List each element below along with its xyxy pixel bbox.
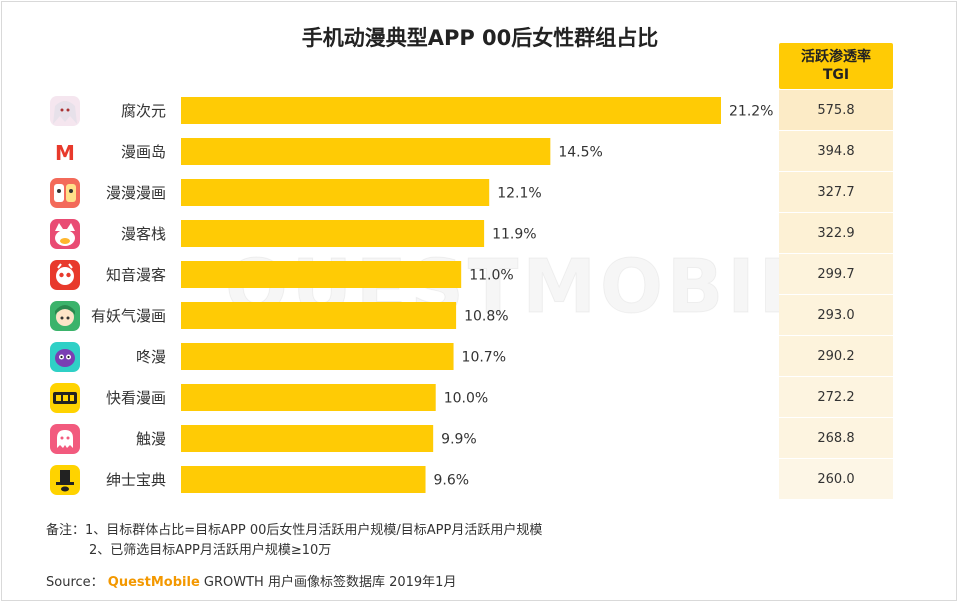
tgi-value: 268.8 bbox=[779, 418, 893, 459]
tgi-value: 575.8 bbox=[779, 90, 893, 131]
red-mascot-icon bbox=[50, 259, 80, 290]
category-label: 漫客栈 bbox=[120, 224, 166, 243]
bar bbox=[181, 138, 551, 165]
note-line-2: 2、已筛选目标APP月活跃用户规模≥10万 bbox=[89, 543, 332, 558]
note-line-1: 备注：1、目标群体占比=目标APP 00后女性月活跃用户规模/目标APP月活跃用… bbox=[46, 523, 543, 538]
tgi-header-line2: TGI bbox=[822, 67, 850, 83]
tgi-value: 290.2 bbox=[779, 336, 893, 377]
category-label: 绅士宝典 bbox=[105, 470, 166, 489]
bar bbox=[181, 179, 490, 206]
kuaikan-logo-icon bbox=[50, 382, 80, 413]
source-brand: QuestMobile bbox=[107, 575, 200, 590]
source-label: Source： bbox=[46, 575, 104, 590]
category-label: 漫画岛 bbox=[120, 142, 166, 161]
tgi-value: 293.0 bbox=[779, 295, 893, 336]
bar-value-label: 10.7% bbox=[462, 350, 506, 366]
tgi-value: 299.7 bbox=[779, 254, 893, 295]
category-label: 快看漫画 bbox=[105, 388, 166, 407]
red-m-icon: M bbox=[50, 136, 80, 167]
category-label: 咚漫 bbox=[135, 347, 166, 366]
tgi-value: 394.8 bbox=[779, 131, 893, 172]
bar-value-label: 10.0% bbox=[444, 391, 488, 407]
chart-title: 手机动漫典型APP 00后女性群组占比 bbox=[301, 26, 659, 50]
bar bbox=[181, 343, 454, 370]
category-label: 漫漫漫画 bbox=[105, 183, 166, 202]
cat-mascot-icon bbox=[50, 218, 80, 249]
source-rest: GROWTH 用户画像标签数据库 2019年1月 bbox=[199, 575, 457, 590]
svg-text:M: M bbox=[55, 141, 75, 165]
bar-value-label: 11.9% bbox=[492, 227, 536, 243]
bar bbox=[181, 220, 485, 247]
category-label: 腐次元 bbox=[120, 101, 166, 120]
bar-value-label: 12.1% bbox=[497, 186, 541, 202]
bar bbox=[181, 261, 462, 288]
purple-mascot-icon bbox=[50, 341, 80, 372]
tgi-header-line1: 活跃渗透率 bbox=[801, 49, 871, 65]
category-label: 触漫 bbox=[135, 429, 166, 448]
green-girl-icon bbox=[50, 300, 80, 331]
tgi-value: 322.9 bbox=[779, 213, 893, 254]
bar bbox=[181, 466, 426, 493]
tgi-value: 327.7 bbox=[779, 172, 893, 213]
top-hat-icon bbox=[50, 464, 80, 495]
bar-value-label: 9.9% bbox=[441, 432, 477, 448]
tgi-value: 272.2 bbox=[779, 377, 893, 418]
bar-value-label: 9.6% bbox=[434, 473, 470, 489]
cartoon-characters-icon bbox=[50, 177, 80, 208]
bar-value-label: 11.0% bbox=[469, 268, 513, 284]
bar-value-label: 21.2% bbox=[729, 104, 773, 120]
anime-girl-icon bbox=[50, 95, 80, 126]
source-line: Source： QuestMobile GROWTH 用户画像标签数据库 201… bbox=[46, 571, 456, 590]
bar bbox=[181, 302, 457, 329]
bar bbox=[181, 384, 436, 411]
pink-ghost-icon bbox=[50, 423, 80, 454]
category-label: 知音漫客 bbox=[105, 265, 166, 284]
bar-value-label: 10.8% bbox=[464, 309, 508, 325]
bar-value-label: 14.5% bbox=[558, 145, 602, 161]
bar bbox=[181, 97, 721, 124]
category-label: 有妖气漫画 bbox=[90, 306, 166, 325]
tgi-value: 260.0 bbox=[779, 459, 893, 500]
bar bbox=[181, 425, 434, 452]
tgi-column-header: 活跃渗透率 TGI bbox=[779, 43, 893, 89]
